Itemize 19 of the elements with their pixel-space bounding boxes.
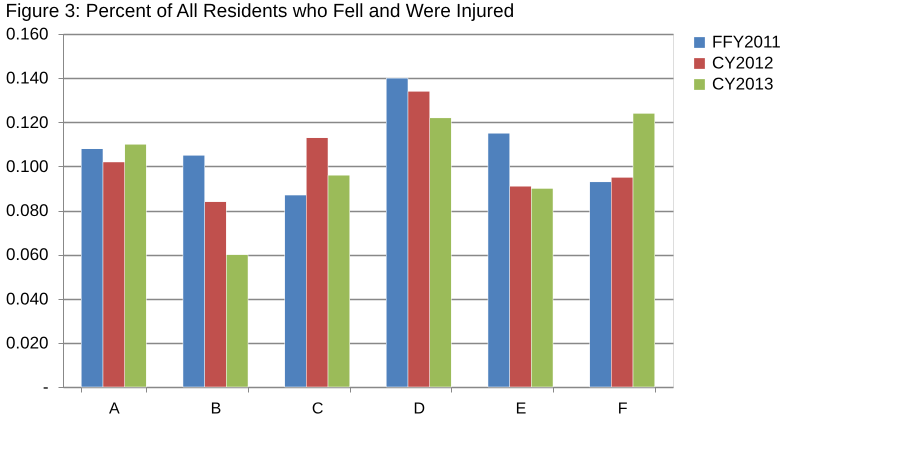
y-tick-label: 0.120	[6, 112, 48, 132]
x-tick-label: C	[312, 400, 324, 418]
legend-label: FFY2011	[712, 32, 781, 52]
x-tick-label: F	[618, 400, 628, 418]
y-tick-label: 0.080	[6, 201, 48, 220]
y-tick-label: 0.140	[6, 68, 48, 88]
y-tick-label: -	[42, 378, 48, 396]
chart-title: Figure 3: Percent of All Residents who Fell and Were Injured	[5, 1, 514, 22]
y-tick-label: 0.160	[6, 24, 48, 44]
x-tick-label: B	[210, 400, 222, 418]
y-tick-label: 0.100	[6, 156, 48, 176]
legend-label: CY2012	[712, 54, 774, 72]
y-tick-label: 0.060	[6, 245, 48, 264]
y-tick-label: 0.040	[6, 289, 48, 308]
legend-label: CY2013	[712, 74, 774, 94]
x-tick-label: E	[516, 400, 526, 418]
x-tick-label: D	[414, 400, 426, 418]
x-tick-label: A	[108, 400, 120, 418]
y-tick-label: 0.020	[6, 333, 48, 352]
